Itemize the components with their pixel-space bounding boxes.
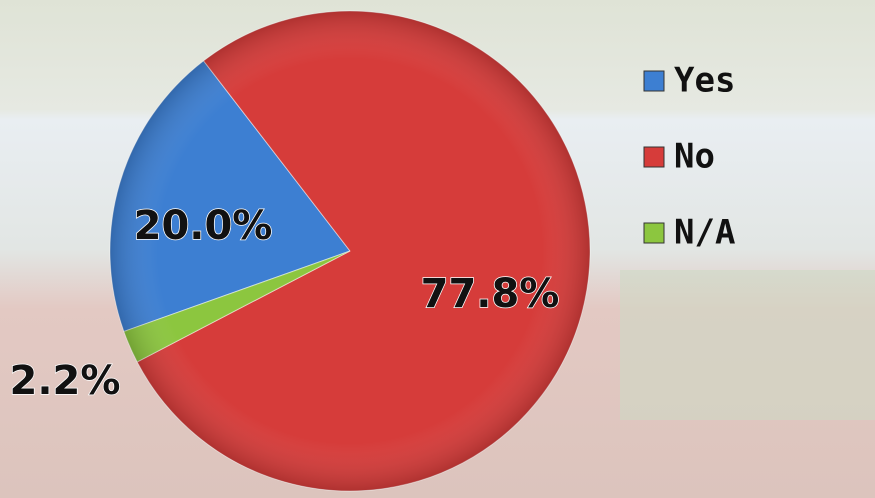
legend-label: Yes: [674, 61, 735, 101]
legend: Yes No N/A: [643, 61, 735, 253]
data-label: 2.2%: [10, 358, 121, 404]
labels: 20.0% 77.8% 2.2%: [9, 202, 560, 405]
data-label: 20.0%: [134, 203, 273, 249]
legend-swatch: [643, 222, 665, 244]
background-field: [620, 270, 875, 420]
legend-swatch: [643, 70, 665, 92]
pie: [109, 10, 591, 492]
legend-label: N/A: [674, 213, 735, 253]
legend-label: No: [674, 137, 715, 177]
data-label: 77.8%: [421, 271, 560, 317]
legend-swatch: [643, 146, 665, 168]
